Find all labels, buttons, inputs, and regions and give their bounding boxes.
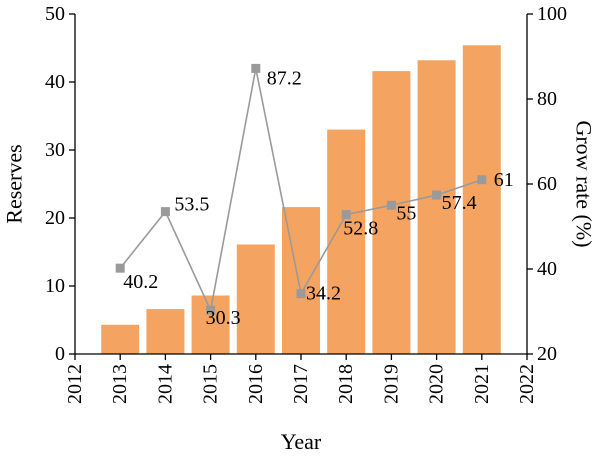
bar: [372, 71, 411, 355]
data-label: 57.4: [442, 192, 477, 214]
x-axis-title: Year: [281, 429, 322, 454]
y2-tick-label: 60: [537, 173, 557, 195]
line-marker: [341, 210, 351, 220]
y-tick-label: 50: [45, 3, 65, 25]
line-marker: [160, 207, 170, 217]
y2-tick-label: 40: [537, 258, 557, 280]
x-tick-label: 2015: [200, 364, 222, 404]
line-marker: [115, 263, 125, 273]
growth-rate-series: [115, 63, 487, 315]
y-axis-title: Reserves: [2, 144, 27, 223]
y-tick-label: 40: [45, 71, 65, 93]
bar: [417, 60, 456, 355]
x-tick-label: 2019: [380, 364, 402, 404]
x-tick-label: 2018: [335, 364, 357, 404]
data-label: 52.8: [343, 218, 378, 240]
y2-tick-label: 20: [537, 343, 557, 365]
y-tick-label: 10: [45, 275, 65, 297]
x-tick-label: 2022: [516, 364, 538, 404]
x-tick-label: 2020: [426, 364, 448, 404]
y-tick-label: 20: [45, 207, 65, 229]
line-marker: [206, 305, 216, 315]
bar-series: [101, 45, 501, 355]
y2-tick-label: 100: [537, 3, 567, 25]
line-marker: [251, 63, 261, 73]
line-marker: [386, 200, 396, 210]
data-label: 53.5: [174, 194, 209, 216]
data-label: 61: [494, 169, 514, 191]
x-tick-label: 2014: [154, 364, 176, 404]
x-tick-label: 2012: [64, 364, 86, 404]
x-tick-label: 2013: [109, 364, 131, 404]
bar: [146, 309, 185, 354]
y2-tick-label: 80: [537, 88, 557, 110]
data-label: 34.2: [306, 283, 341, 305]
y2-axis-title: Grow rate (%): [572, 120, 597, 247]
x-tick-label: 2017: [290, 364, 312, 404]
bar: [101, 324, 140, 354]
data-label: 30.3: [206, 307, 241, 329]
bar: [462, 45, 501, 354]
line-marker: [296, 289, 306, 299]
line-marker: [432, 190, 442, 200]
bar: [327, 129, 366, 354]
data-label: 55: [396, 202, 416, 224]
y-tick-label: 30: [45, 139, 65, 161]
growth-rate-data-labels: 40.2 53.5 30.3 87.2 34.2 52.8 55 57.4 61: [123, 67, 514, 329]
x-tick-label: 2016: [245, 364, 267, 404]
line-marker: [477, 175, 487, 185]
bar: [236, 244, 275, 354]
axes: 2012 2013 2014 2015 2016 2017 2018 2019 2020 2021…: [45, 3, 567, 404]
x-tick-label: 2021: [471, 364, 493, 404]
data-label: 40.2: [123, 271, 158, 293]
bar: [191, 295, 230, 354]
y-tick-label: 0: [55, 343, 65, 365]
data-label: 87.2: [267, 67, 302, 89]
